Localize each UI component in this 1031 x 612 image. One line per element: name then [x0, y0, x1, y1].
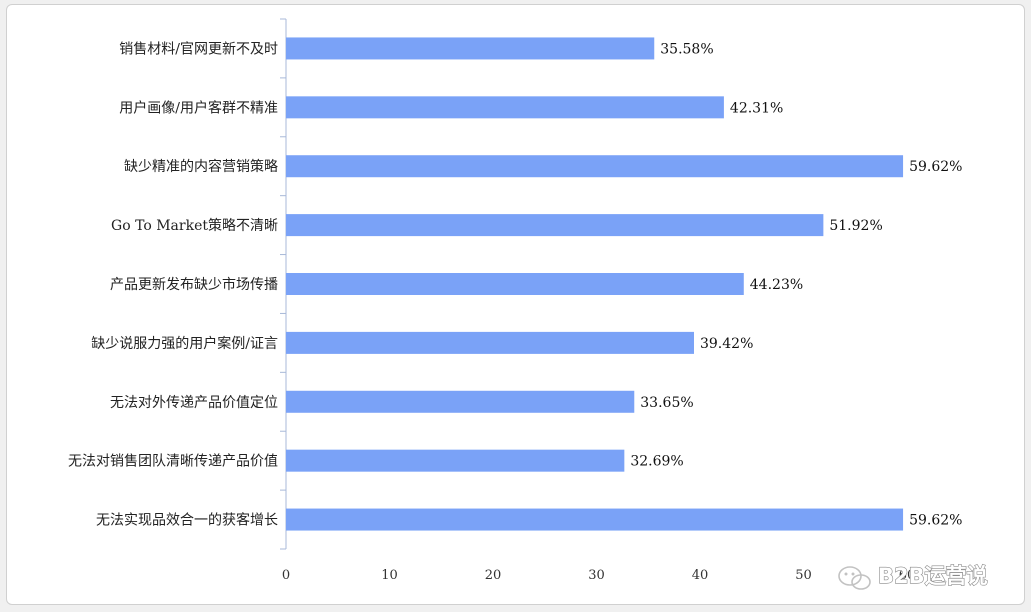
- bar: [286, 214, 824, 237]
- bar: [286, 96, 724, 119]
- bar: [286, 273, 744, 295]
- category-label: 销售材料/官网更新不及时: [119, 41, 278, 57]
- x-tick-label: 50: [795, 568, 812, 583]
- axis-layer: [280, 18, 287, 550]
- data-label: 32.69%: [630, 454, 683, 470]
- data-label: 33.65%: [640, 395, 693, 411]
- bar: [286, 155, 904, 178]
- category-label: 产品更新发布缺少市场传播: [110, 276, 278, 293]
- data-label: 35.58%: [660, 41, 713, 57]
- bars-layer: [286, 37, 904, 531]
- data-label: 51.92%: [829, 218, 882, 234]
- x-tick-label: 30: [588, 568, 605, 583]
- category-label: 无法对外传递产品价值定位: [110, 395, 278, 411]
- category-label: 无法对销售团队清晰传递产品价值: [68, 454, 278, 470]
- category-label: 用户画像/用户客群不精准: [119, 99, 278, 116]
- category-label: 无法实现品效合一的获客增长: [96, 512, 278, 529]
- category-label: Go To Market策略不清晰: [111, 217, 278, 234]
- watermark: B2B运营说: [838, 563, 988, 590]
- data-label: 59.62%: [909, 159, 962, 175]
- x-tick-label: 0: [282, 568, 290, 583]
- x-tick-label: 10: [381, 568, 398, 583]
- data-label: 44.23%: [750, 277, 803, 293]
- data-label: 42.31%: [730, 100, 783, 116]
- data-label: 39.42%: [700, 336, 753, 352]
- wechat-icon: [838, 566, 871, 590]
- category-label: 缺少精准的内容营销策略: [124, 158, 278, 175]
- watermark-text: B2B运营说: [878, 564, 988, 588]
- bar: [286, 508, 904, 531]
- bar: [286, 331, 694, 354]
- bar: [286, 37, 655, 60]
- x-tick-label: 60: [899, 568, 916, 583]
- labels-layer: 销售材料/官网更新不及时 35.58% 用户画像/用户客群不精准 42.31% 缺少精准…: [68, 41, 962, 583]
- bar: [286, 390, 635, 413]
- x-tick-label: 40: [692, 568, 709, 583]
- x-tick-label: 20: [485, 568, 502, 583]
- data-label: 59.62%: [909, 513, 962, 529]
- category-label: 缺少说服力强的用户案例/证言: [91, 335, 278, 352]
- bar: [286, 449, 625, 472]
